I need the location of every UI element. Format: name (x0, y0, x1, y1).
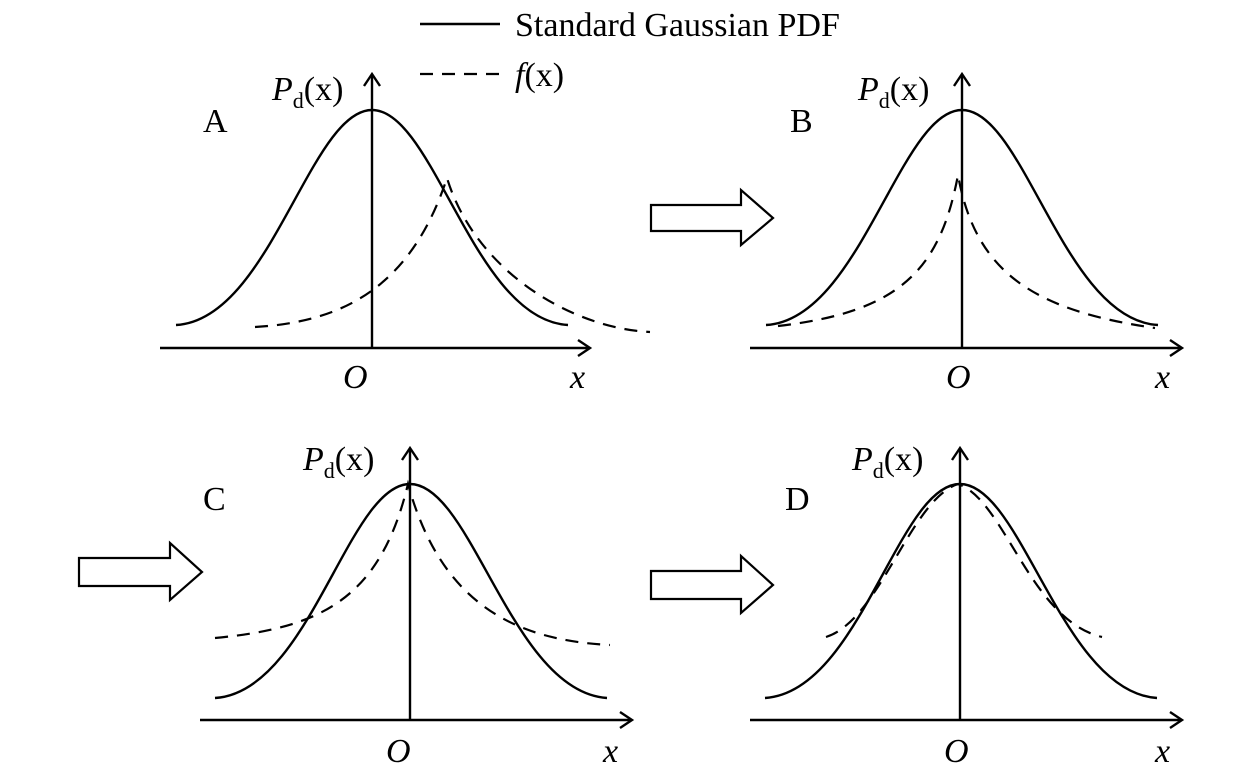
panel-b: B Pd(x) O x (750, 71, 1185, 396)
panel-label: B (790, 103, 813, 140)
panel-label: D (785, 481, 810, 518)
x-axis-label: x (1154, 733, 1170, 770)
transition-arrow-b-to-c (77, 540, 204, 603)
panel-label: C (203, 481, 226, 518)
legend-dashed-label: f(x) (515, 57, 564, 94)
f-x-curve (777, 174, 1156, 330)
panel-label: A (203, 103, 228, 140)
origin-label: O (386, 733, 411, 770)
y-axis-label: Pd(x) (302, 441, 374, 483)
origin-label: O (944, 733, 969, 770)
y-axis-arrowhead (953, 71, 971, 87)
standard-gaussian-curve (175, 108, 569, 327)
origin-label: O (343, 359, 368, 396)
origin-label: O (946, 359, 971, 396)
y-axis-arrowhead (951, 445, 969, 461)
transition-arrow-c-to-d (649, 553, 775, 616)
y-axis-label: Pd(x) (857, 71, 929, 113)
legend: Standard Gaussian PDF f(x) (420, 7, 840, 94)
x-axis-arrowhead (577, 339, 593, 357)
x-axis-label: x (602, 733, 618, 770)
y-axis-arrowhead (401, 445, 419, 461)
y-axis-arrowhead (363, 71, 381, 87)
x-axis-arrowhead (619, 711, 635, 729)
f-x-curve (254, 174, 651, 334)
x-axis-arrowhead (1169, 339, 1185, 357)
x-axis-label: x (1154, 359, 1170, 396)
x-axis-arrowhead (1169, 711, 1185, 729)
y-axis-label: Pd(x) (851, 441, 923, 483)
panel-d: D Pd(x) O x (750, 441, 1185, 770)
standard-gaussian-curve (765, 108, 1159, 327)
f-x-curve (214, 479, 611, 647)
standard-gaussian-curve (214, 482, 608, 700)
f-x-curve (825, 482, 1103, 639)
legend-solid-label: Standard Gaussian PDF (515, 7, 840, 44)
transition-arrow-a-to-b (649, 187, 775, 248)
y-axis-label: Pd(x) (271, 71, 343, 113)
panel-a: A Pd(x) O x (160, 71, 651, 396)
x-axis-label: x (569, 359, 585, 396)
panel-c: C Pd(x) O x (200, 441, 635, 770)
